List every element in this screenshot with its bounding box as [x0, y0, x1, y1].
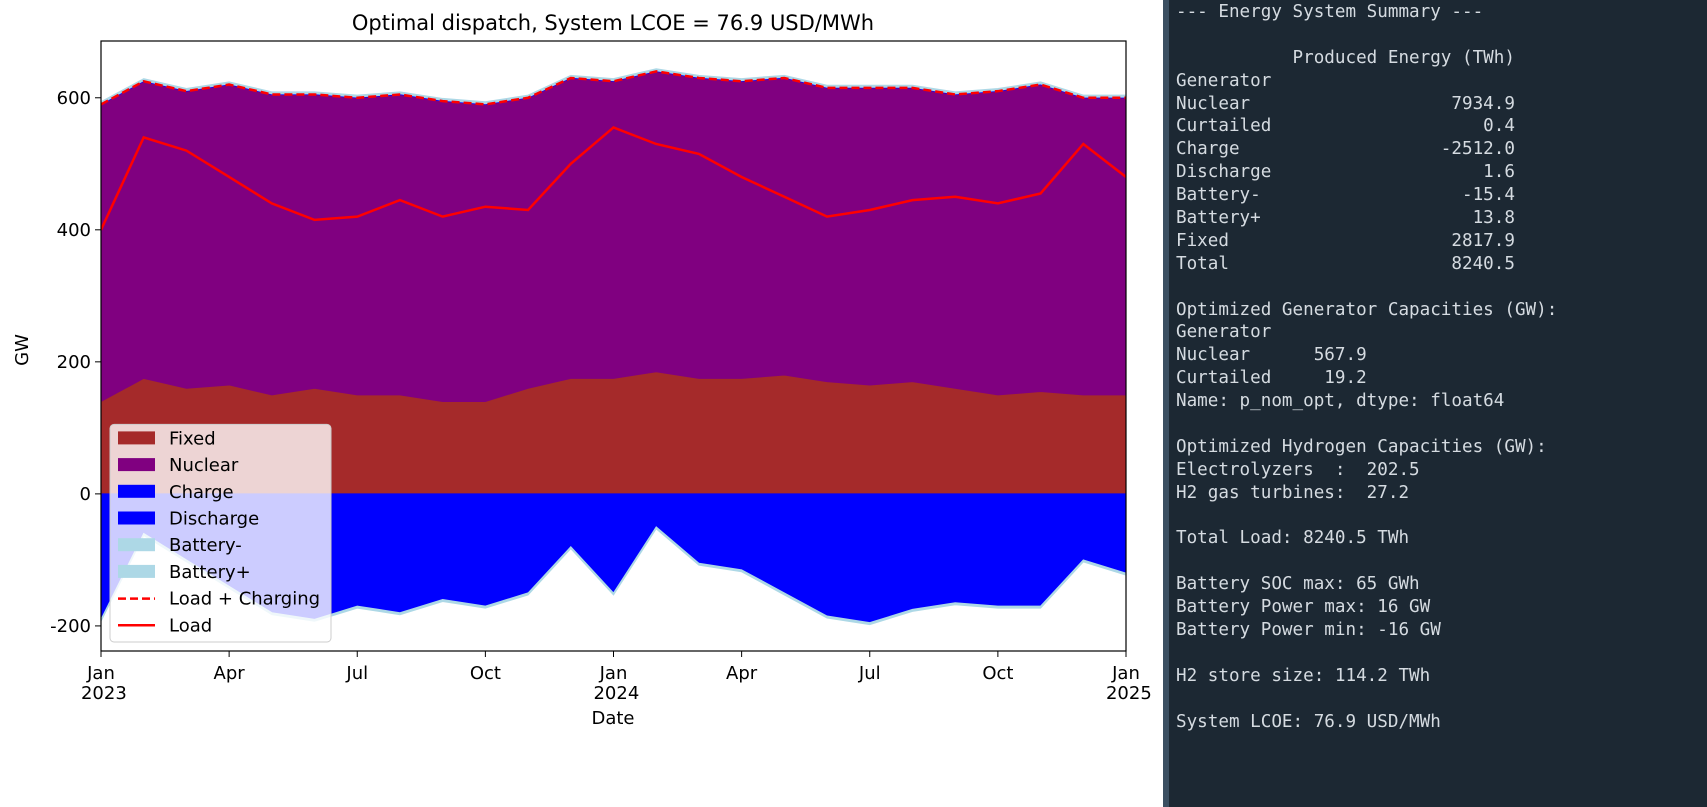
- plot: [101, 68, 1126, 626]
- terminal-line: Nuclear 7934.9: [1176, 93, 1515, 114]
- tick-label-line: Jan: [86, 663, 115, 684]
- terminal-line: Optimized Generator Capacities (GW):: [1176, 299, 1558, 320]
- terminal-line: Generator: [1176, 322, 1272, 343]
- terminal-line: Battery Power min: -16 GW: [1176, 620, 1441, 641]
- terminal-line: Nuclear 567.9: [1176, 345, 1367, 366]
- terminal-line: Discharge 1.6: [1176, 162, 1515, 183]
- terminal-line: Curtailed 19.2: [1176, 368, 1367, 389]
- x-tick-label: Apr: [726, 663, 758, 684]
- x-tick-label: Jul: [858, 663, 881, 684]
- line: [101, 126, 1126, 231]
- tick-label-line: Apr: [726, 663, 758, 684]
- x-tick-label: Jan 2023: [75, 663, 127, 704]
- terminal-line: --- Energy System Summary ---: [1176, 2, 1484, 22]
- x-tick-label: Oct: [982, 663, 1013, 684]
- x-tick-label: Jan 2025: [1100, 663, 1152, 704]
- tick-label-line: Oct: [470, 663, 501, 684]
- tick-label-line: Jul: [858, 663, 881, 684]
- legend-swatch: [118, 538, 155, 552]
- x-axis-label: Date: [591, 708, 634, 729]
- terminal-block: Battery SOC max: 65 GWh Battery Power max…: [1176, 573, 1707, 642]
- legend-label: Battery+: [169, 562, 251, 583]
- terminal: --- Energy System Summary --- Produced E…: [1163, 0, 1707, 807]
- terminal-block: --- Energy System Summary ---: [1176, 1, 1707, 24]
- terminal-block: Total Load: 8240.5 TWh: [1176, 527, 1707, 550]
- terminal-line: Total 8240.5: [1176, 253, 1515, 274]
- x-tick-label: Jul: [345, 663, 368, 684]
- x-tick-label: Apr: [214, 663, 246, 684]
- terminal-line: H2 gas turbines: 27.2: [1176, 482, 1410, 503]
- terminal-line: System LCOE: 76.9 USD/MWh: [1176, 711, 1441, 732]
- y-tick-label: 400: [57, 220, 91, 241]
- x-tick-label: Oct: [470, 663, 501, 684]
- area: [101, 68, 1126, 105]
- terminal-block: Optimized Generator Capacities (GW): Gene…: [1176, 299, 1707, 413]
- terminal-line: Name: p_nom_opt, dtype: float64: [1176, 391, 1505, 412]
- terminal-block: System LCOE: 76.9 USD/MWh: [1176, 711, 1707, 734]
- terminal-block: H2 store size: 114.2 TWh: [1176, 665, 1707, 688]
- y-axis-label: GW: [12, 334, 33, 366]
- legend-swatch: [118, 564, 155, 578]
- terminal-line: Electrolyzers : 202.5: [1176, 459, 1420, 480]
- y-tick-label: 600: [57, 88, 91, 109]
- tick-label-line: 2025: [1100, 683, 1152, 704]
- legend-label: Charge: [169, 482, 234, 503]
- legend-swatch: [118, 431, 155, 445]
- legend-label: Nuclear: [169, 455, 239, 476]
- terminal-line: Battery+ 13.8: [1176, 208, 1515, 229]
- y-tick-label: -200: [50, 616, 91, 637]
- legend-swatch: [118, 484, 155, 498]
- legend-label: Load + Charging: [169, 589, 320, 610]
- tick-label-line: Jan: [599, 663, 628, 684]
- chart: Optimal dispatch, System LCOE = 76.9 USD…: [12, 11, 1152, 729]
- tick-label-line: Jul: [345, 663, 368, 684]
- terminal-line: Battery- -15.4: [1176, 185, 1515, 206]
- terminal-line: Charge -2512.0: [1176, 139, 1515, 160]
- terminal-line: Curtailed 0.4: [1176, 116, 1515, 137]
- legend-label: Load: [169, 615, 212, 636]
- legend-label: Battery-: [169, 535, 242, 556]
- terminal-line: Produced Energy (TWh): [1176, 47, 1515, 68]
- terminal-line: Battery Power max: 16 GW: [1176, 597, 1431, 618]
- legend-label: Discharge: [169, 509, 259, 530]
- x-tick-label: Jan 2024: [588, 663, 640, 704]
- tick-label-line: Oct: [982, 663, 1013, 684]
- tick-label-line: 2023: [75, 683, 127, 704]
- area: [101, 70, 1126, 403]
- y-tick-label: 0: [80, 484, 91, 505]
- legend-box: [109, 423, 332, 643]
- chart-title: Optimal dispatch, System LCOE = 76.9 USD…: [352, 11, 874, 35]
- tick-label-line: Jan: [1111, 663, 1140, 684]
- terminal-line: Battery SOC max: 65 GWh: [1176, 574, 1420, 595]
- y-tick-label: 200: [57, 352, 91, 373]
- terminal-line: Optimized Hydrogen Capacities (GW):: [1176, 436, 1547, 457]
- terminal-block: Optimized Hydrogen Capacities (GW): Elect…: [1176, 436, 1707, 505]
- legend-swatch: [118, 458, 155, 472]
- terminal-line: Total Load: 8240.5 TWh: [1176, 528, 1410, 549]
- terminal-line: Generator: [1176, 70, 1272, 91]
- terminal-block: Produced Energy (TWh) Generator Nuclear 79…: [1176, 47, 1707, 276]
- terminal-line: H2 store size: 114.2 TWh: [1176, 665, 1431, 686]
- area: [101, 526, 1126, 626]
- tick-label-line: 2024: [588, 683, 640, 704]
- legend-swatch: [118, 511, 155, 525]
- legend-label: Fixed: [169, 428, 216, 449]
- tick-label-line: Apr: [214, 663, 246, 684]
- terminal-line: Fixed 2817.9: [1176, 230, 1515, 251]
